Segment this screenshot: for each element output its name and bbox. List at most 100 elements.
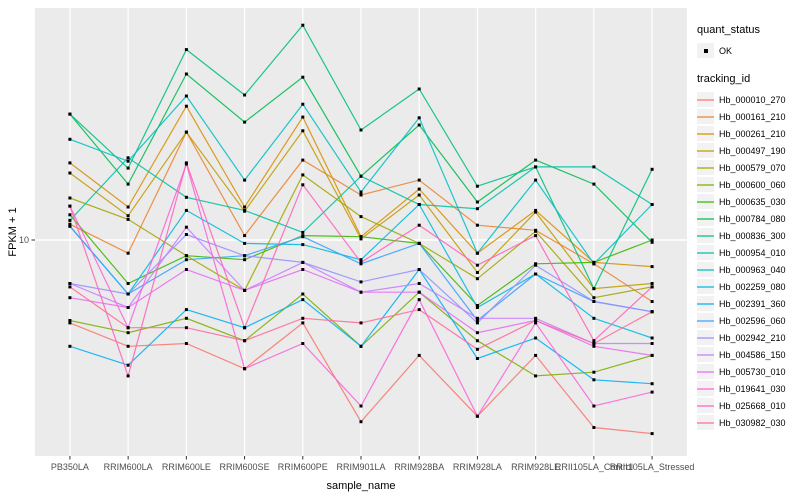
data-point (243, 178, 247, 182)
data-point (126, 344, 130, 348)
data-point (126, 363, 130, 367)
legend-item: Hb_000954_010 (697, 244, 797, 261)
data-point (301, 260, 305, 264)
data-point (126, 217, 130, 221)
data-point (301, 230, 305, 234)
data-point (243, 258, 247, 262)
data-point (301, 23, 305, 27)
data-point (650, 300, 654, 303)
data-point (184, 94, 188, 98)
data-point (650, 382, 654, 386)
legend-item: Hb_000836_300 (697, 227, 797, 244)
legend-key-box (697, 109, 714, 124)
data-point (68, 344, 72, 348)
legend-item-label: Hb_000963_040 (719, 264, 786, 275)
data-point (243, 208, 247, 212)
data-point (126, 282, 130, 285)
data-point (475, 304, 479, 307)
data-point (417, 308, 421, 312)
legend-item: Hb_005730_010 (697, 363, 797, 380)
data-point (68, 285, 72, 289)
data-point (359, 128, 363, 132)
data-point (184, 130, 188, 134)
data-point (475, 277, 479, 281)
legend-title-tracking-id: tracking_id (697, 73, 751, 85)
data-point (534, 353, 538, 357)
data-point (126, 306, 130, 309)
legend-key-box (697, 398, 714, 413)
data-point (475, 339, 479, 343)
legend-item-label: Hb_000635_030 (719, 196, 786, 207)
point-marker-icon (703, 48, 708, 53)
legend-item-label: OK (719, 45, 733, 56)
legend-key-line-icon (697, 285, 714, 288)
data-point (301, 75, 305, 79)
data-point (184, 342, 188, 345)
y-axis-title: FPKM + 1 (7, 207, 19, 257)
data-point (475, 316, 479, 320)
x-tick-label: RRIM600LE (162, 462, 211, 472)
legend-key-line-icon (697, 166, 714, 169)
data-point (534, 229, 538, 233)
data-point (243, 254, 247, 258)
data-point (650, 203, 654, 206)
data-point (417, 203, 421, 206)
legend-key-box (697, 126, 714, 141)
data-point (417, 123, 421, 127)
legend-key-line-icon (697, 387, 714, 390)
data-point (243, 339, 247, 343)
data-point (126, 166, 130, 170)
legend-item-label: Hb_000261_210 (719, 128, 786, 139)
legend-key-line-icon (697, 319, 714, 322)
legend-item: Hb_000161_210 (697, 108, 797, 125)
data-point (126, 214, 130, 218)
legend-key-box (697, 364, 714, 379)
data-point (592, 316, 596, 320)
legend-item-label: Hb_000600_060 (719, 179, 786, 190)
data-point (184, 72, 188, 76)
data-point (126, 292, 130, 296)
data-point (243, 326, 247, 330)
data-point (126, 251, 130, 255)
data-point (534, 234, 538, 238)
data-point (184, 254, 188, 258)
legend-key-line-icon (697, 132, 714, 135)
data-point (184, 208, 188, 212)
data-point (68, 282, 72, 285)
data-point (650, 282, 654, 285)
data-point (475, 271, 479, 274)
x-tick-label: RRIM901LA (336, 462, 385, 472)
data-point (126, 331, 130, 335)
data-point (475, 251, 479, 255)
data-point (301, 268, 305, 271)
legend-key-box (697, 194, 714, 209)
data-point (184, 161, 188, 165)
data-point (417, 116, 421, 120)
legend-item-label: Hb_002259_080 (719, 281, 786, 292)
data-point (417, 223, 421, 227)
legend-key-box (697, 43, 714, 58)
data-point (301, 243, 305, 247)
legend-key-box (697, 245, 714, 260)
legend-item-label: Hb_004586_150 (719, 349, 786, 360)
legend-title-quant-status: quant_status (697, 24, 760, 36)
data-point (534, 321, 538, 325)
data-point (301, 129, 305, 133)
data-point (359, 344, 363, 348)
data-point (475, 263, 479, 267)
data-point (534, 178, 538, 182)
data-point (534, 208, 538, 212)
x-tick-label: RRII105LA_Control (555, 462, 633, 472)
data-point (301, 115, 305, 119)
data-point (301, 342, 305, 345)
legend-key-line-icon (697, 404, 714, 407)
data-point (534, 319, 538, 322)
legend-key-box (697, 143, 714, 158)
data-point (301, 158, 305, 162)
data-point (68, 321, 72, 325)
legend-key-line-icon (697, 302, 714, 305)
data-point (417, 268, 421, 271)
data-point (417, 193, 421, 197)
legend-key-box (697, 228, 714, 243)
